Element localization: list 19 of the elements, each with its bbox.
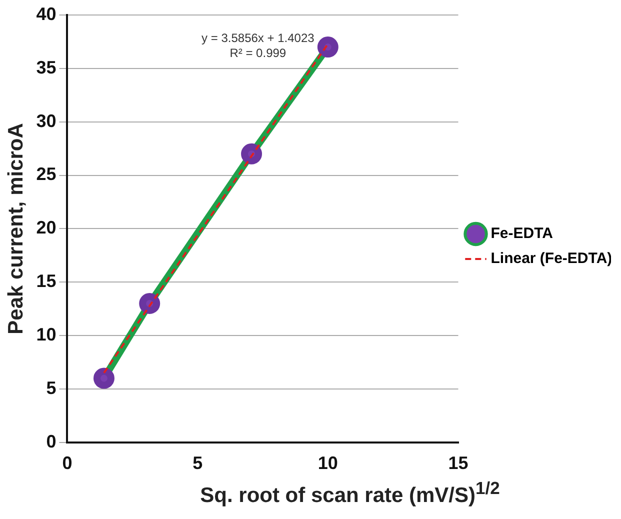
y-tick-label: 5 [46,378,56,398]
y-tick-label: 15 [36,271,56,292]
y-tick-label: 0 [46,431,56,452]
y-tick-label: 25 [36,164,56,184]
annotation: y = 3.5856x + 1.4023 [202,30,315,45]
x-tick-label: 5 [192,453,203,474]
x-tick-label: 0 [62,453,72,474]
y-tick-label: 20 [36,218,56,238]
legend-label: Fe-EDTA [490,225,554,242]
y-tick-label: 35 [36,57,56,78]
x-tick-label: 15 [448,453,468,474]
annotation: R² = 0.999 [230,46,286,60]
y-axis-title: Peak current, microA [4,123,28,334]
x-tick-label: 10 [318,453,338,474]
x-axis-title: Sq. root of scan rate (mV/S)$^{1/2}$ [199,478,501,508]
y-tick-label: 10 [36,324,56,345]
y-tick-label: 40 [36,4,56,24]
y-tick-label: 30 [36,110,56,131]
legend-label: Linear (Fe-EDTA) [490,250,612,268]
